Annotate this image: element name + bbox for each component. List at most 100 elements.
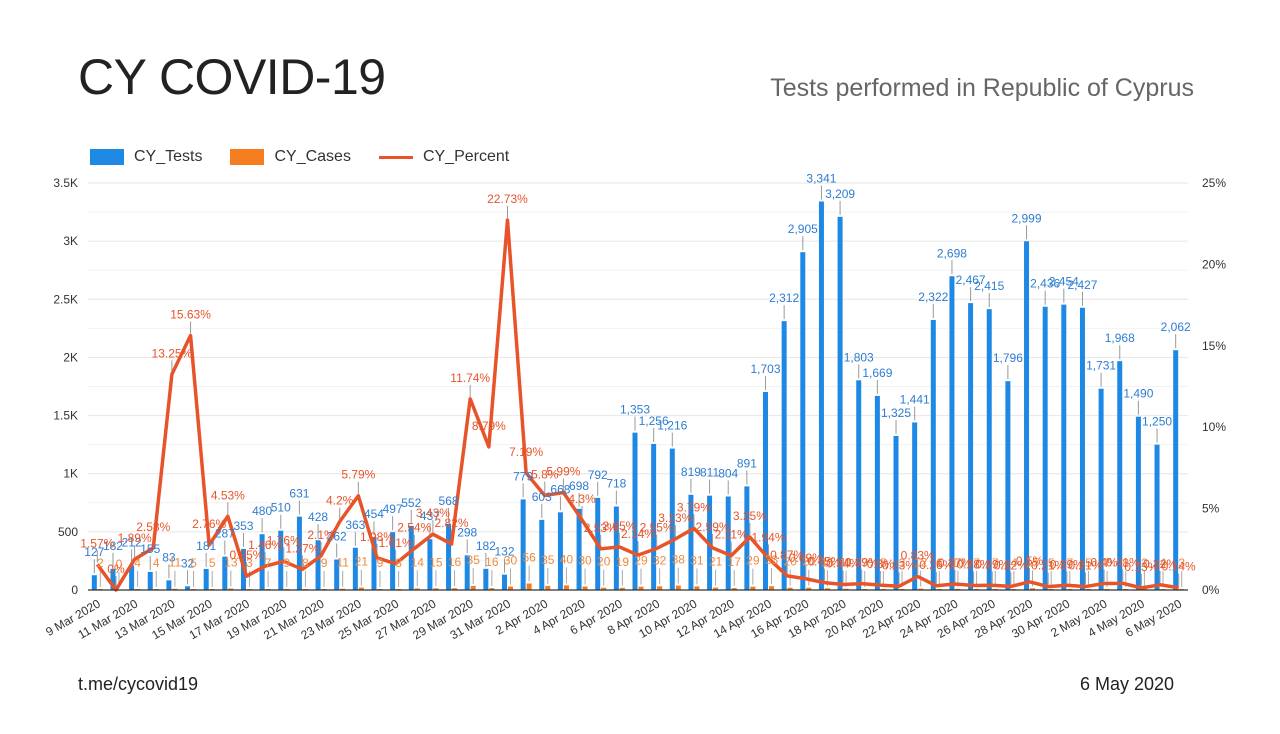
tests-data-label: 353 <box>233 519 253 533</box>
tests-bar <box>1042 306 1048 590</box>
tests-data-label: 2,322 <box>918 290 948 304</box>
right-tick-label: 10% <box>1202 420 1226 434</box>
cases-bar <box>806 587 812 590</box>
tests-bar <box>110 568 116 590</box>
cases-bar <box>228 588 234 590</box>
legend-label-tests: CY_Tests <box>134 148 203 165</box>
percent-data-label: 0.85% <box>229 548 263 562</box>
percent-data-label: 0.83% <box>901 548 935 562</box>
cases-data-label: 21 <box>709 555 723 569</box>
tests-data-label: 3,209 <box>825 187 855 201</box>
tests-data-label: 83 <box>162 550 176 564</box>
cases-bar <box>414 588 420 590</box>
tests-bar <box>800 252 806 590</box>
cases-data-label: 3 <box>246 556 253 570</box>
tests-bar <box>501 574 507 590</box>
tests-data-label: 262 <box>327 530 347 544</box>
tests-data-label: 363 <box>345 518 365 532</box>
percent-data-label: 5.99% <box>546 464 580 478</box>
legend-item-cases[interactable]: CY_Cases <box>230 148 351 166</box>
legend-item-percent[interactable]: CY_Percent <box>378 148 510 166</box>
legend-swatch-cases <box>230 149 265 165</box>
tests-bar <box>315 540 321 590</box>
chart-subtitle: Tests performed in Republic of Cyprus <box>770 74 1194 102</box>
cases-data-label: 4 <box>134 556 141 570</box>
percent-data-label: 22.73% <box>487 192 528 206</box>
cases-bar <box>787 587 793 590</box>
cases-data-label: 4 <box>153 556 160 570</box>
tests-data-label: 779 <box>513 469 533 483</box>
percent-data-label: 0.41% <box>1106 555 1140 569</box>
percent-data-label: 13.25% <box>152 346 193 360</box>
percent-data-label: 1.61% <box>379 536 413 550</box>
tests-bar <box>818 201 824 590</box>
right-tick-label: 20% <box>1202 257 1226 271</box>
source-link[interactable]: t.me/cycovid19 <box>78 674 199 694</box>
cases-data-label: 20 <box>802 555 816 569</box>
report-date: 6 May 2020 <box>1080 674 1175 694</box>
tests-data-label: 698 <box>569 479 589 493</box>
percent-data-label: 0.34% <box>826 556 860 570</box>
cases-data-label: 7 <box>1066 556 1073 570</box>
cases-data-label: 4 <box>1160 556 1167 570</box>
cases-bar <box>582 586 588 590</box>
tests-data-label: 497 <box>383 502 403 516</box>
cases-data-label: 56 <box>522 550 536 564</box>
cases-data-label: 33 <box>765 553 779 567</box>
cases-bar <box>489 588 495 590</box>
cases-bar <box>750 586 756 590</box>
tests-data-label: 552 <box>401 496 421 510</box>
cases-bar <box>675 585 681 590</box>
tests-bar <box>371 537 377 590</box>
tests-bar <box>837 216 843 590</box>
tests-bar <box>856 380 862 590</box>
tests-bar <box>930 319 936 590</box>
tests-data-label: 2,062 <box>1161 320 1191 334</box>
cases-bar <box>452 588 458 590</box>
cases-data-label: 14 <box>411 555 425 569</box>
tests-bar <box>874 395 880 590</box>
tests-data-label: 132 <box>494 545 514 559</box>
cases-data-label: 19 <box>616 555 630 569</box>
cases-bar <box>731 588 737 590</box>
legend-item-tests[interactable]: CY_Tests <box>90 148 202 166</box>
tests-bar <box>1135 416 1141 590</box>
cases-data-label: 15 <box>1026 555 1040 569</box>
percent-data-label: 2.54% <box>397 521 431 535</box>
cases-data-label: 3 <box>1178 556 1185 570</box>
tests-data-label: 181 <box>196 539 216 553</box>
cases-data-label: 7 <box>265 556 272 570</box>
cases-bar <box>172 588 178 590</box>
percent-data-label: 4.2% <box>326 494 354 508</box>
cases-bar <box>545 585 551 590</box>
tests-bar <box>968 303 974 590</box>
tests-bar <box>1173 350 1179 590</box>
percent-data-label: 0.14% <box>1162 560 1196 574</box>
percent-data-label: 0.87% <box>770 548 804 562</box>
cases-data-label: 7 <box>861 556 868 570</box>
tests-data-label: 1,490 <box>1123 387 1153 401</box>
percent-data-label: 2.76% <box>192 517 226 531</box>
legend-swatch-tests <box>90 149 124 165</box>
tests-bar <box>427 539 433 590</box>
cases-bar <box>824 588 830 590</box>
cases-data-label: 7 <box>1104 556 1111 570</box>
tests-bar <box>986 309 992 590</box>
tests-bar <box>539 519 545 590</box>
cases-bar <box>657 586 663 590</box>
tests-data-label: 1,216 <box>657 419 687 433</box>
percent-data-label: 0.3% <box>867 557 895 571</box>
tests-data-label: 437 <box>420 509 440 523</box>
tests-bar <box>408 525 414 590</box>
tests-bar <box>222 556 228 590</box>
cases-data-label: 8 <box>395 556 402 570</box>
percent-data-label: 4.53% <box>211 488 245 502</box>
tests-data-label: 1,796 <box>993 351 1023 365</box>
percent-line <box>95 218 1179 592</box>
percent-data-label: 0.28% <box>957 557 991 571</box>
cases-data-label: 13 <box>224 555 238 569</box>
legend-label-percent: CY_Percent <box>422 148 510 165</box>
cases-data-label: 5 <box>190 556 197 570</box>
